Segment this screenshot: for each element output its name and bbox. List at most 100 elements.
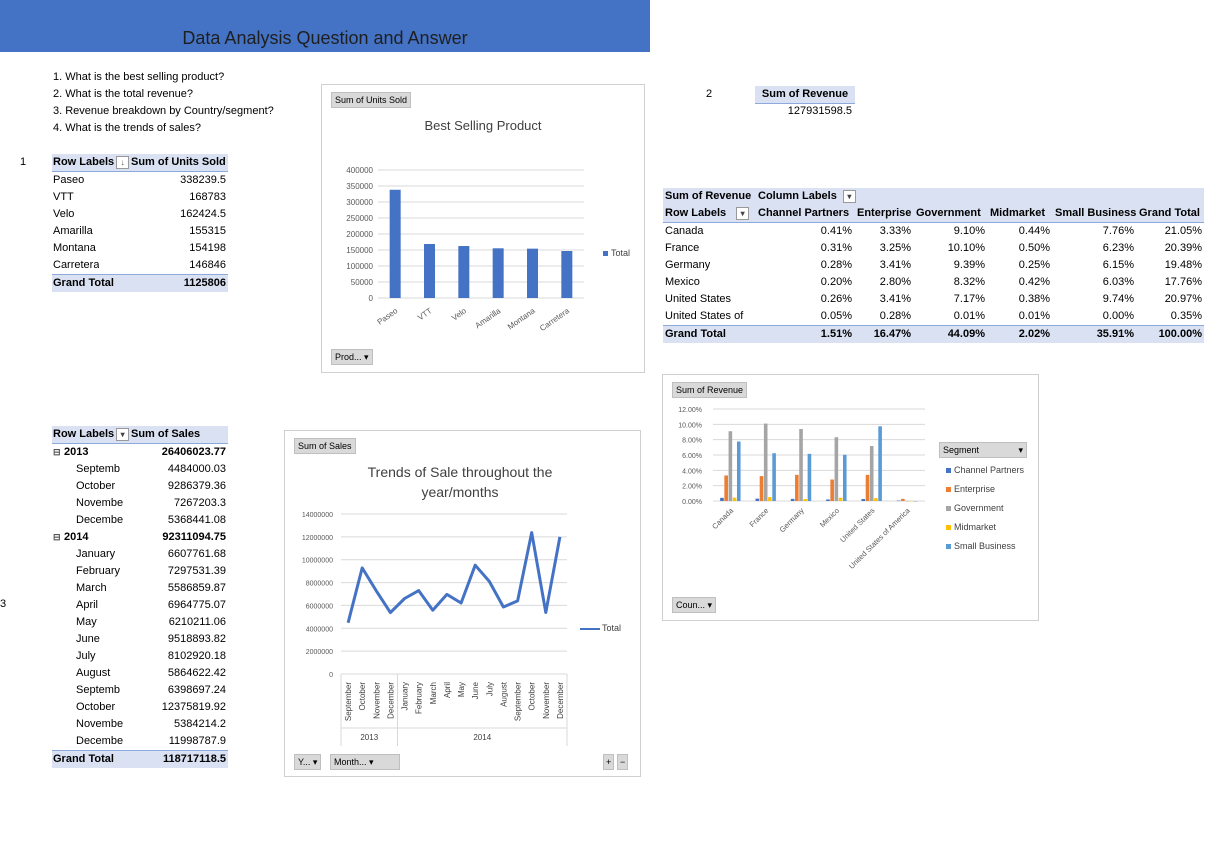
units-pivot-header: Row Labels ↓ Sum of Units Sold (52, 154, 228, 172)
marker-1: 1 (20, 156, 27, 168)
collapse-toggle-icon[interactable]: ⊟ (53, 532, 61, 542)
sales-value: 5864622.42 (167, 667, 226, 679)
sum-units-header: Sum of Units Sold (131, 156, 226, 168)
product-filter-button[interactable]: Prod... ▾ (331, 349, 373, 365)
bar (905, 500, 909, 502)
row-filter-dropdown[interactable]: ▾ (736, 206, 750, 220)
sales-field-button[interactable]: Sum of Sales (294, 438, 356, 454)
percent-value: 6.03% (1102, 276, 1134, 288)
column-header-channel-partners: Channel Partners (758, 207, 850, 219)
bar (724, 475, 728, 501)
sales-value: 7297531.39 (167, 565, 226, 577)
y-tick-label: 2000000 (306, 649, 333, 656)
bar (803, 499, 808, 501)
revenue-field-button[interactable]: Sum of Revenue (672, 382, 748, 398)
sort-filter-dropdown[interactable]: ↓ (116, 155, 130, 169)
percent-value: 7.76% (1102, 225, 1134, 237)
revenue-segment-chart[interactable]: Sum of Revenue 12.00% 10.00% 8.00% 6.00% 4.0… (662, 374, 1039, 621)
table-row: Septemb 6398697.24 (52, 682, 228, 699)
bar (826, 499, 830, 501)
year-group-row[interactable]: ⊟ 2014 92311094.75 (52, 529, 228, 546)
percent-value: 2.80% (879, 276, 911, 288)
bar (901, 498, 905, 501)
x-tick-label: April (443, 682, 452, 698)
y-tick-label: 2.00% (682, 484, 702, 491)
bar (896, 500, 901, 502)
bar (869, 446, 874, 501)
y-tick-label: 0 (369, 294, 374, 303)
bar (795, 474, 799, 501)
percent-value: 0.01% (1018, 310, 1050, 322)
sales-value: 6398697.24 (167, 684, 226, 696)
x-tick-label: September (344, 682, 353, 721)
month-label: October (76, 480, 116, 492)
percent-value: 0.26% (820, 293, 852, 305)
percent-value: 17.76% (1164, 276, 1202, 288)
column-filter-dropdown[interactable]: ▾ (842, 189, 856, 203)
percent-value: 0.00% (1102, 310, 1134, 322)
y-tick-label: 300000 (346, 198, 373, 207)
units-field-button[interactable]: Sum of Units Sold (331, 92, 412, 108)
year-group-row[interactable]: ⊟ 2013 26406023.77 (52, 444, 228, 461)
row-labels-header: Row Labels (665, 207, 727, 219)
legend-swatch (946, 468, 951, 473)
year-filter-label: Y... (298, 757, 311, 767)
bar (424, 243, 435, 298)
best-selling-chart[interactable]: Sum of Units Sold Best Selling Product 4… (321, 84, 645, 373)
bar (561, 251, 573, 298)
month-label: Novembe (76, 497, 124, 509)
table-row: United States 0.26% 3.41% 7.17% 0.38% 9.74% 20… (663, 291, 1204, 308)
table-row: France 0.31% 3.25% 10.10% 0.50% 6.23% 20.39% (663, 240, 1204, 257)
expand-field-button[interactable]: + (603, 754, 615, 770)
y-tick-label: 10.00% (678, 422, 702, 429)
legend-label: Enterprise (954, 484, 996, 494)
x-tick-label: Velo (450, 306, 468, 323)
table-row: Septemb 4484000.03 (52, 461, 228, 478)
legend-swatch (946, 544, 951, 549)
legend-item: Government (946, 499, 1024, 518)
country-filter-button[interactable]: Coun... ▾ (672, 597, 717, 613)
sales-value: 8102920.18 (167, 650, 226, 662)
row-filter-dropdown[interactable]: ▾ (116, 427, 130, 441)
x-tick-label: February (415, 682, 424, 714)
sales-trend-chart[interactable]: Sum of Sales Trends of Sale throughout t… (284, 430, 641, 777)
table-row: Velo 162424.5 (52, 206, 228, 223)
revenue-pivot-table: Sum of Revenue Column Labels ▾ Row Labels… (663, 188, 1204, 343)
year-filter-button[interactable]: Y... ▾ (294, 754, 322, 770)
grand-total-label: Grand Total (53, 753, 114, 765)
product-filter-label: Prod... (335, 352, 362, 362)
collapse-toggle-icon[interactable]: ⊟ (53, 447, 61, 457)
segment-legend: Channel Partners Enterprise Government Midm… (946, 461, 1024, 556)
x-tick-label: Montana (506, 306, 537, 332)
legend-swatch (946, 506, 951, 511)
table-row: January 6607761.68 (52, 546, 228, 563)
product-name: Amarilla (53, 225, 93, 237)
units-pivot-table: Row Labels ↓ Sum of Units Sold Paseo 33823… (52, 154, 228, 292)
bar (458, 246, 470, 298)
percent-value: 0.44% (1018, 225, 1050, 237)
product-name: VTT (53, 191, 74, 203)
percent-value: 0.41% (820, 225, 852, 237)
percent-value: 3.41% (879, 293, 911, 305)
product-name: Carretera (53, 259, 100, 271)
percent-value: 6.23% (1102, 242, 1134, 254)
units-sold-value: 168783 (189, 191, 226, 203)
legend-label: Small Business (954, 541, 1016, 551)
y-tick-label: 6.00% (682, 453, 702, 460)
percent-value: 21.05% (1164, 225, 1202, 237)
y-tick-label: 150000 (346, 246, 373, 255)
sales-trend-plot: 14000000 12000000 10000000 8000000 6000000 40… (302, 512, 568, 746)
segment-filter-button[interactable]: Segment ▾ (939, 442, 1027, 458)
percent-value: 100.00% (1158, 328, 1202, 340)
month-filter-button[interactable]: Month... ▾ (330, 754, 400, 770)
x-tick-label: October (358, 682, 367, 711)
revenue-pivot-header-2: Row Labels ▾ Channel Partners Enterprise Go… (663, 205, 1204, 223)
legend-total-label: Total (602, 623, 622, 633)
collapse-field-button[interactable]: − (617, 754, 629, 770)
sales-value: 5586859.87 (167, 582, 226, 594)
column-labels-header: Column Labels (758, 190, 837, 202)
y-tick-label: 4000000 (306, 626, 333, 633)
percent-value: 35.91% (1096, 328, 1134, 340)
table-row: VTT 168783 (52, 189, 228, 206)
bar (909, 500, 914, 502)
